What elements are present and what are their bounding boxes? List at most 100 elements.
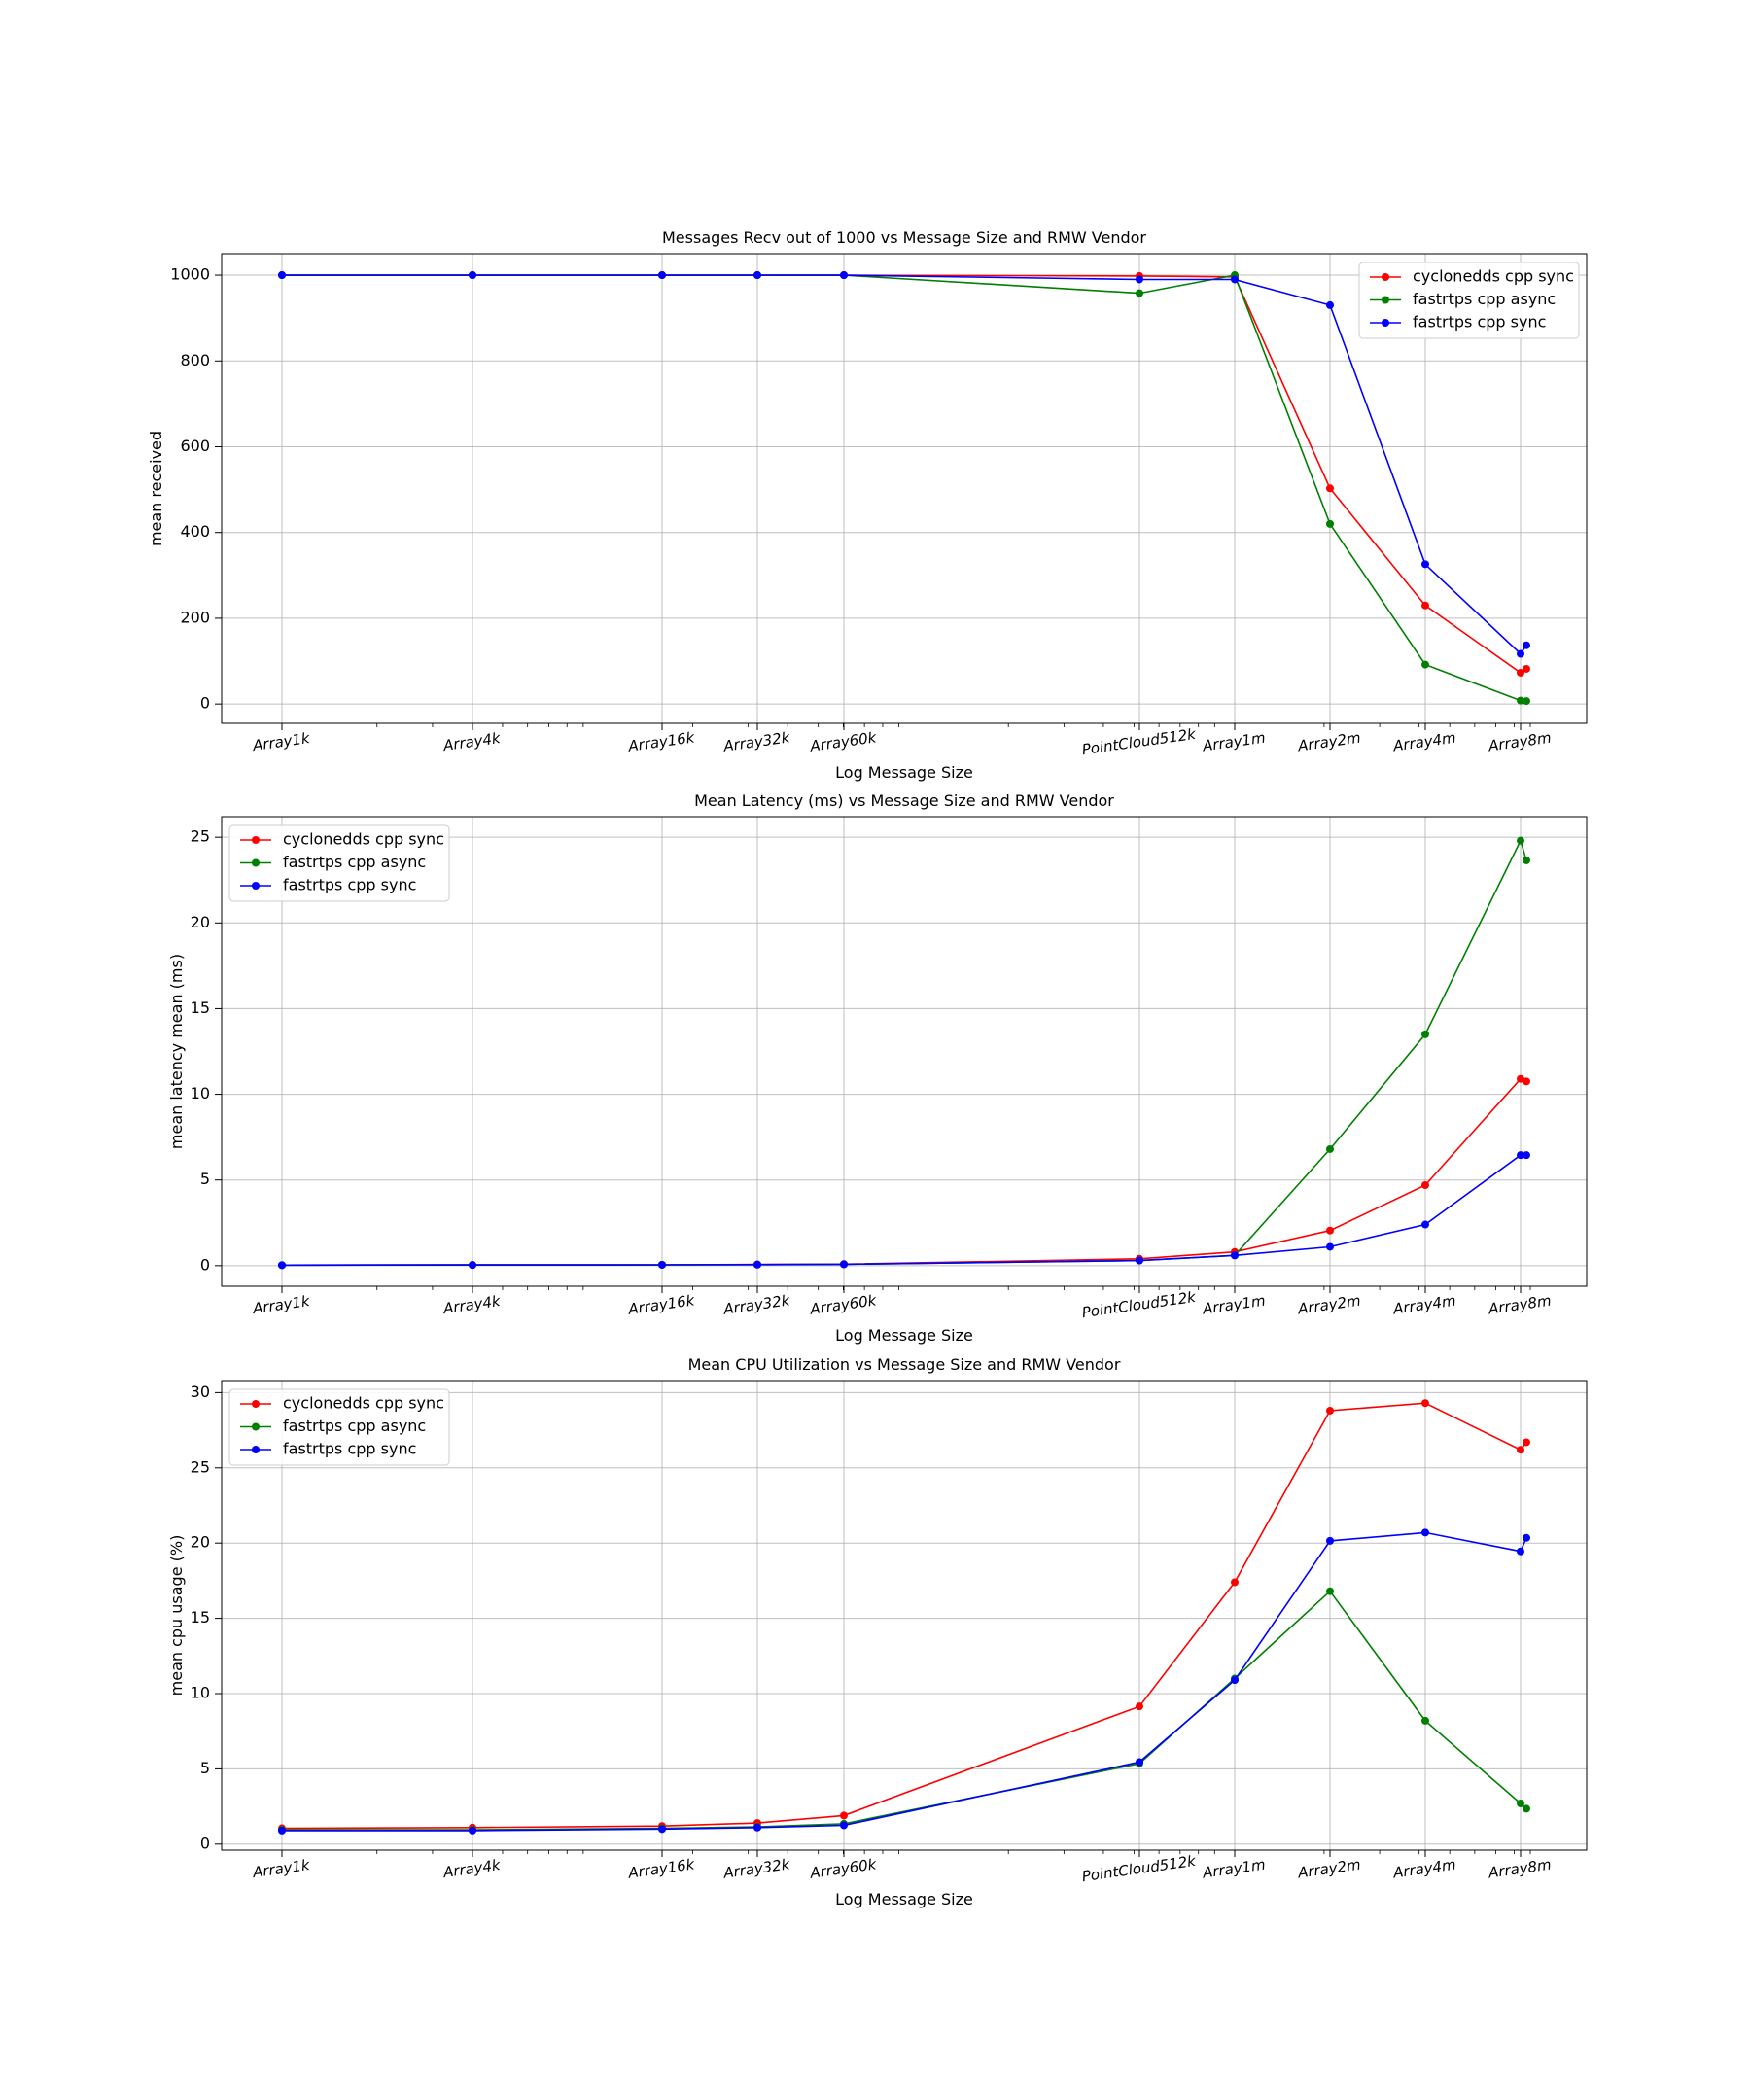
x-axis-label: Log Message Size (835, 1326, 973, 1345)
chart-title: Mean CPU Utilization vs Message Size and… (688, 1355, 1121, 1374)
x-tick-label: Array4m (1391, 1856, 1457, 1882)
legend-item-fastrtps-cpp-async: fastrtps cpp async (240, 1417, 426, 1435)
data-point (1517, 1446, 1524, 1454)
data-point (1136, 1758, 1143, 1767)
data-point (1517, 836, 1524, 845)
y-tick-label: 20 (191, 913, 210, 931)
series-fastrtps-cpp-sync (278, 1151, 1530, 1270)
data-point (658, 271, 666, 280)
data-point (1421, 560, 1429, 569)
x-tick-label: Array1k (251, 729, 312, 754)
data-point (1231, 1251, 1239, 1260)
data-point (278, 271, 286, 280)
data-point (1136, 1702, 1143, 1711)
data-point (1517, 1074, 1524, 1083)
data-point (1231, 1676, 1239, 1685)
legend-swatch-marker (252, 1400, 260, 1408)
legend-item-fastrtps-cpp-sync: fastrtps cpp sync (1370, 313, 1546, 332)
data-point (753, 1823, 761, 1832)
legend-swatch-marker (252, 1422, 260, 1431)
y-tick-label: 400 (180, 522, 210, 541)
data-point (1326, 300, 1334, 309)
legend-item-fastrtps-cpp-sync: fastrtps cpp sync (240, 1440, 416, 1458)
plot-frame (221, 253, 1588, 724)
chart-1: Array1k Array4k Array16k Array32k Array60k Po… (147, 228, 1588, 782)
data-point (469, 271, 476, 280)
legend-swatch-marker (252, 858, 260, 867)
series-line (282, 274, 1527, 674)
data-point (1421, 1399, 1429, 1408)
series-fastrtps-cpp-async (278, 1587, 1530, 1835)
x-minor-ticks (376, 1286, 1531, 1290)
data-point (1326, 1144, 1334, 1153)
data-point (1421, 601, 1429, 610)
series-line (281, 838, 1527, 1267)
data-point (1522, 1533, 1530, 1542)
data-point (1326, 1587, 1334, 1595)
legend-swatch-marker (252, 1446, 260, 1453)
data-point (1522, 1151, 1530, 1160)
legend-swatch-marker (1382, 319, 1389, 327)
y-tick-label: 1000 (170, 265, 210, 284)
chart-title: Messages Recv out of 1000 vs Message Siz… (662, 228, 1146, 247)
x-tick-label: Array4k (441, 1292, 503, 1317)
y-tick-label: 25 (191, 1457, 210, 1476)
x-tick-label: Array1k (251, 1856, 312, 1881)
data-point (1517, 1547, 1524, 1556)
data-point (1326, 1242, 1334, 1251)
data-point (840, 1811, 848, 1820)
y-tick-label: 800 (180, 351, 210, 369)
x-tick-label: Array1m (1201, 729, 1267, 755)
chart-title: Mean Latency (ms) vs Message Size and RM… (694, 791, 1114, 810)
legend-swatch-marker (1382, 296, 1389, 304)
legend: cyclonedds cpp sync fastrtps cpp async fas… (1358, 262, 1580, 339)
data-point (469, 1826, 476, 1835)
legend-label: cyclonedds cpp sync (283, 830, 444, 849)
x-axis-label: Log Message Size (835, 763, 973, 782)
data-point (1231, 1578, 1239, 1587)
chart-3: Array1k Array4k Array16k Array32k Array60k Po… (167, 1355, 1588, 1908)
legend-label: cyclonedds cpp sync (1413, 267, 1574, 286)
series-fastrtps-cpp-async (278, 271, 1530, 706)
data-point (1517, 649, 1524, 658)
series-fastrtps-cpp-async (278, 836, 1530, 1270)
y-tick-label: 0 (200, 694, 210, 713)
x-tick-label: Array60k (808, 1291, 879, 1318)
y-tick-label: 600 (180, 437, 210, 455)
data-point (1421, 1180, 1429, 1189)
y-tick-label: 25 (191, 827, 210, 846)
series-fastrtps-cpp-sync (278, 271, 1530, 658)
legend: cyclonedds cpp sync fastrtps cpp async fas… (228, 824, 450, 902)
x-tick-label: Array16k (626, 1855, 697, 1882)
series-line (281, 1154, 1526, 1267)
data-point (1421, 1528, 1429, 1537)
data-point (1517, 668, 1524, 677)
y-axis-label: mean latency mean (ms) (167, 954, 186, 1149)
x-tick-label: Array60k (808, 728, 879, 755)
data-point (469, 1261, 476, 1270)
x-tick-label: Array8m (1487, 1292, 1553, 1318)
data-point (1136, 289, 1143, 298)
data-point (1326, 1226, 1334, 1235)
data-point (1136, 1256, 1143, 1265)
legend-item-fastrtps-cpp-sync: fastrtps cpp sync (240, 876, 416, 894)
series-cyclonedds-cpp-sync (278, 1399, 1530, 1833)
series-line (282, 1531, 1527, 1832)
data-point (1326, 1406, 1334, 1415)
legend-swatch-marker (252, 882, 260, 890)
data-point (1136, 275, 1143, 284)
y-tick-label: 10 (191, 1684, 210, 1702)
x-tick-label: Array1m (1201, 1856, 1267, 1882)
data-point (1522, 1438, 1530, 1447)
series-line (282, 274, 1527, 702)
y-tick-label: 15 (191, 998, 210, 1017)
series-cyclonedds-cpp-sync (278, 271, 1530, 677)
x-tick-label: Array1k (251, 1292, 312, 1317)
x-tick-label: Array32k (721, 1291, 792, 1318)
legend-item-fastrtps-cpp-async: fastrtps cpp async (1370, 290, 1556, 308)
data-point (1326, 484, 1334, 493)
legend-label: fastrtps cpp sync (283, 1440, 416, 1458)
legend-label: fastrtps cpp async (283, 853, 426, 871)
x-minor-ticks (376, 723, 1531, 727)
